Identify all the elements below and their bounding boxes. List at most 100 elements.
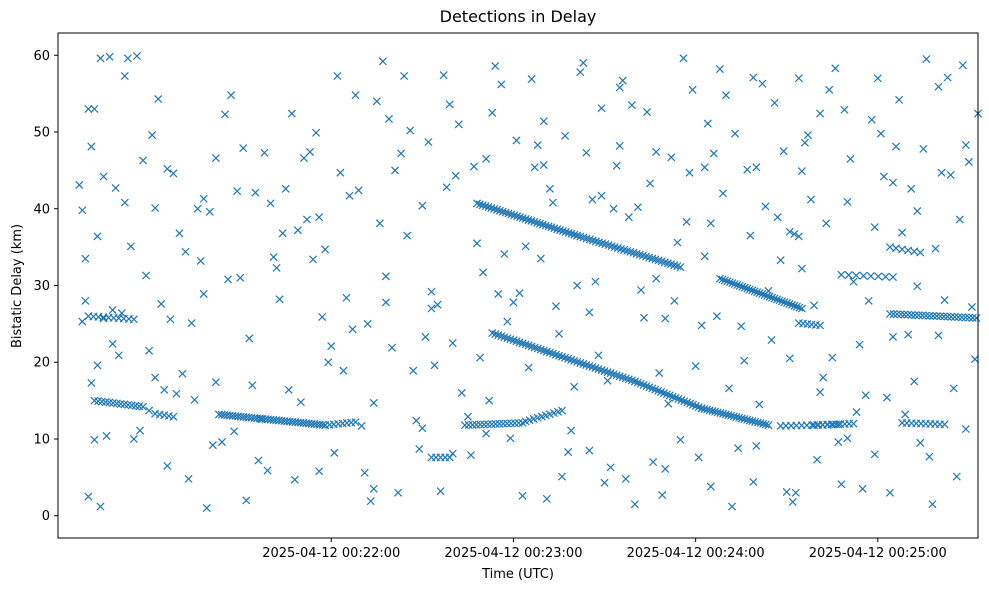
y-tick-label: 20	[33, 356, 50, 371]
data-point	[93, 361, 102, 370]
data-point	[506, 434, 515, 443]
data-point	[354, 186, 363, 195]
data-point	[451, 171, 460, 180]
data-point	[743, 165, 752, 174]
data-point	[795, 303, 804, 312]
data-points	[75, 52, 983, 513]
data-point	[561, 131, 570, 140]
data-point	[327, 342, 336, 351]
data-point	[763, 291, 772, 300]
data-point	[357, 421, 366, 430]
data-point	[761, 202, 770, 211]
data-point	[721, 91, 731, 100]
data-point	[548, 198, 557, 207]
data-point	[785, 227, 794, 236]
data-point	[138, 156, 148, 165]
data-point	[181, 247, 190, 256]
data-point	[849, 419, 858, 428]
data-point	[970, 355, 979, 364]
data-point	[515, 289, 524, 298]
data-point	[510, 211, 519, 220]
data-point	[84, 104, 93, 114]
data-point	[931, 244, 940, 253]
data-point	[466, 451, 475, 460]
chart-title: Detections in Delay	[440, 7, 597, 26]
data-point	[779, 147, 788, 156]
data-point	[102, 431, 111, 440]
data-point	[527, 216, 536, 225]
data-point	[603, 376, 612, 385]
data-point	[135, 426, 145, 435]
data-point	[558, 226, 567, 236]
data-point	[700, 252, 709, 261]
data-point	[822, 219, 831, 228]
data-point	[733, 280, 742, 289]
data-point	[160, 385, 169, 394]
data-point	[901, 410, 910, 419]
data-point	[545, 184, 554, 193]
data-point	[564, 448, 573, 457]
data-point	[852, 271, 861, 280]
data-point	[764, 286, 773, 295]
data-point	[266, 199, 275, 208]
data-point	[472, 239, 482, 248]
data-point	[652, 147, 661, 156]
data-point	[475, 200, 484, 209]
data-point	[260, 148, 269, 157]
data-point	[491, 61, 500, 71]
data-point	[372, 97, 381, 106]
data-point	[199, 289, 208, 298]
data-point	[495, 206, 504, 215]
data-point	[324, 358, 333, 367]
data-point	[703, 119, 712, 128]
data-point	[345, 191, 354, 200]
data-point	[816, 388, 825, 397]
data-point	[272, 263, 281, 272]
data-point	[208, 441, 217, 450]
data-point	[888, 273, 898, 282]
data-point	[724, 384, 734, 393]
data-point	[767, 335, 776, 345]
data-point	[792, 302, 801, 311]
data-point	[816, 109, 825, 118]
data-point	[573, 281, 582, 290]
data-point	[275, 295, 284, 304]
data-point	[828, 353, 837, 362]
data-point	[785, 299, 794, 309]
data-point	[515, 213, 524, 222]
data-point	[442, 183, 451, 192]
data-point	[521, 242, 530, 251]
data-point	[964, 157, 973, 166]
data-point	[816, 321, 825, 330]
data-point	[873, 74, 882, 83]
data-point	[787, 300, 796, 309]
data-point	[790, 301, 799, 310]
data-point	[184, 474, 193, 483]
data-point	[740, 283, 749, 292]
data-point	[949, 384, 958, 393]
data-point	[333, 71, 342, 81]
data-point	[387, 343, 397, 352]
data-point	[928, 500, 937, 509]
data-point	[715, 274, 724, 283]
data-point	[758, 79, 767, 88]
data-point	[481, 202, 490, 211]
y-tick-label: 30	[33, 279, 50, 294]
data-point	[958, 61, 967, 70]
data-point	[712, 312, 721, 321]
data-point	[794, 232, 803, 241]
data-point	[790, 230, 799, 239]
data-point	[615, 83, 624, 92]
data-point	[658, 490, 667, 500]
data-point	[643, 108, 652, 117]
data-point	[406, 126, 415, 135]
data-point	[743, 284, 752, 293]
data-point	[178, 369, 187, 378]
data-point	[293, 226, 302, 235]
y-tick-label: 60	[33, 49, 50, 64]
data-point	[706, 482, 715, 491]
data-point	[315, 213, 324, 222]
data-point	[652, 274, 661, 283]
data-point	[797, 264, 806, 273]
data-point	[211, 378, 220, 387]
